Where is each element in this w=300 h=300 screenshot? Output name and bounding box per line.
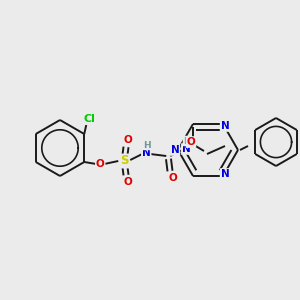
Text: N: N: [142, 148, 151, 158]
Text: N: N: [220, 169, 230, 179]
Text: O: O: [187, 137, 195, 147]
Text: H: H: [143, 140, 151, 149]
Text: S: S: [120, 154, 128, 167]
Text: O: O: [124, 135, 133, 145]
Text: N: N: [182, 144, 190, 154]
Text: O: O: [124, 177, 133, 187]
Text: Cl: Cl: [83, 114, 95, 124]
Text: H: H: [183, 136, 191, 146]
Text: O: O: [169, 173, 178, 183]
Text: O: O: [96, 159, 105, 169]
Text: N: N: [220, 121, 230, 131]
Text: N: N: [171, 145, 179, 155]
